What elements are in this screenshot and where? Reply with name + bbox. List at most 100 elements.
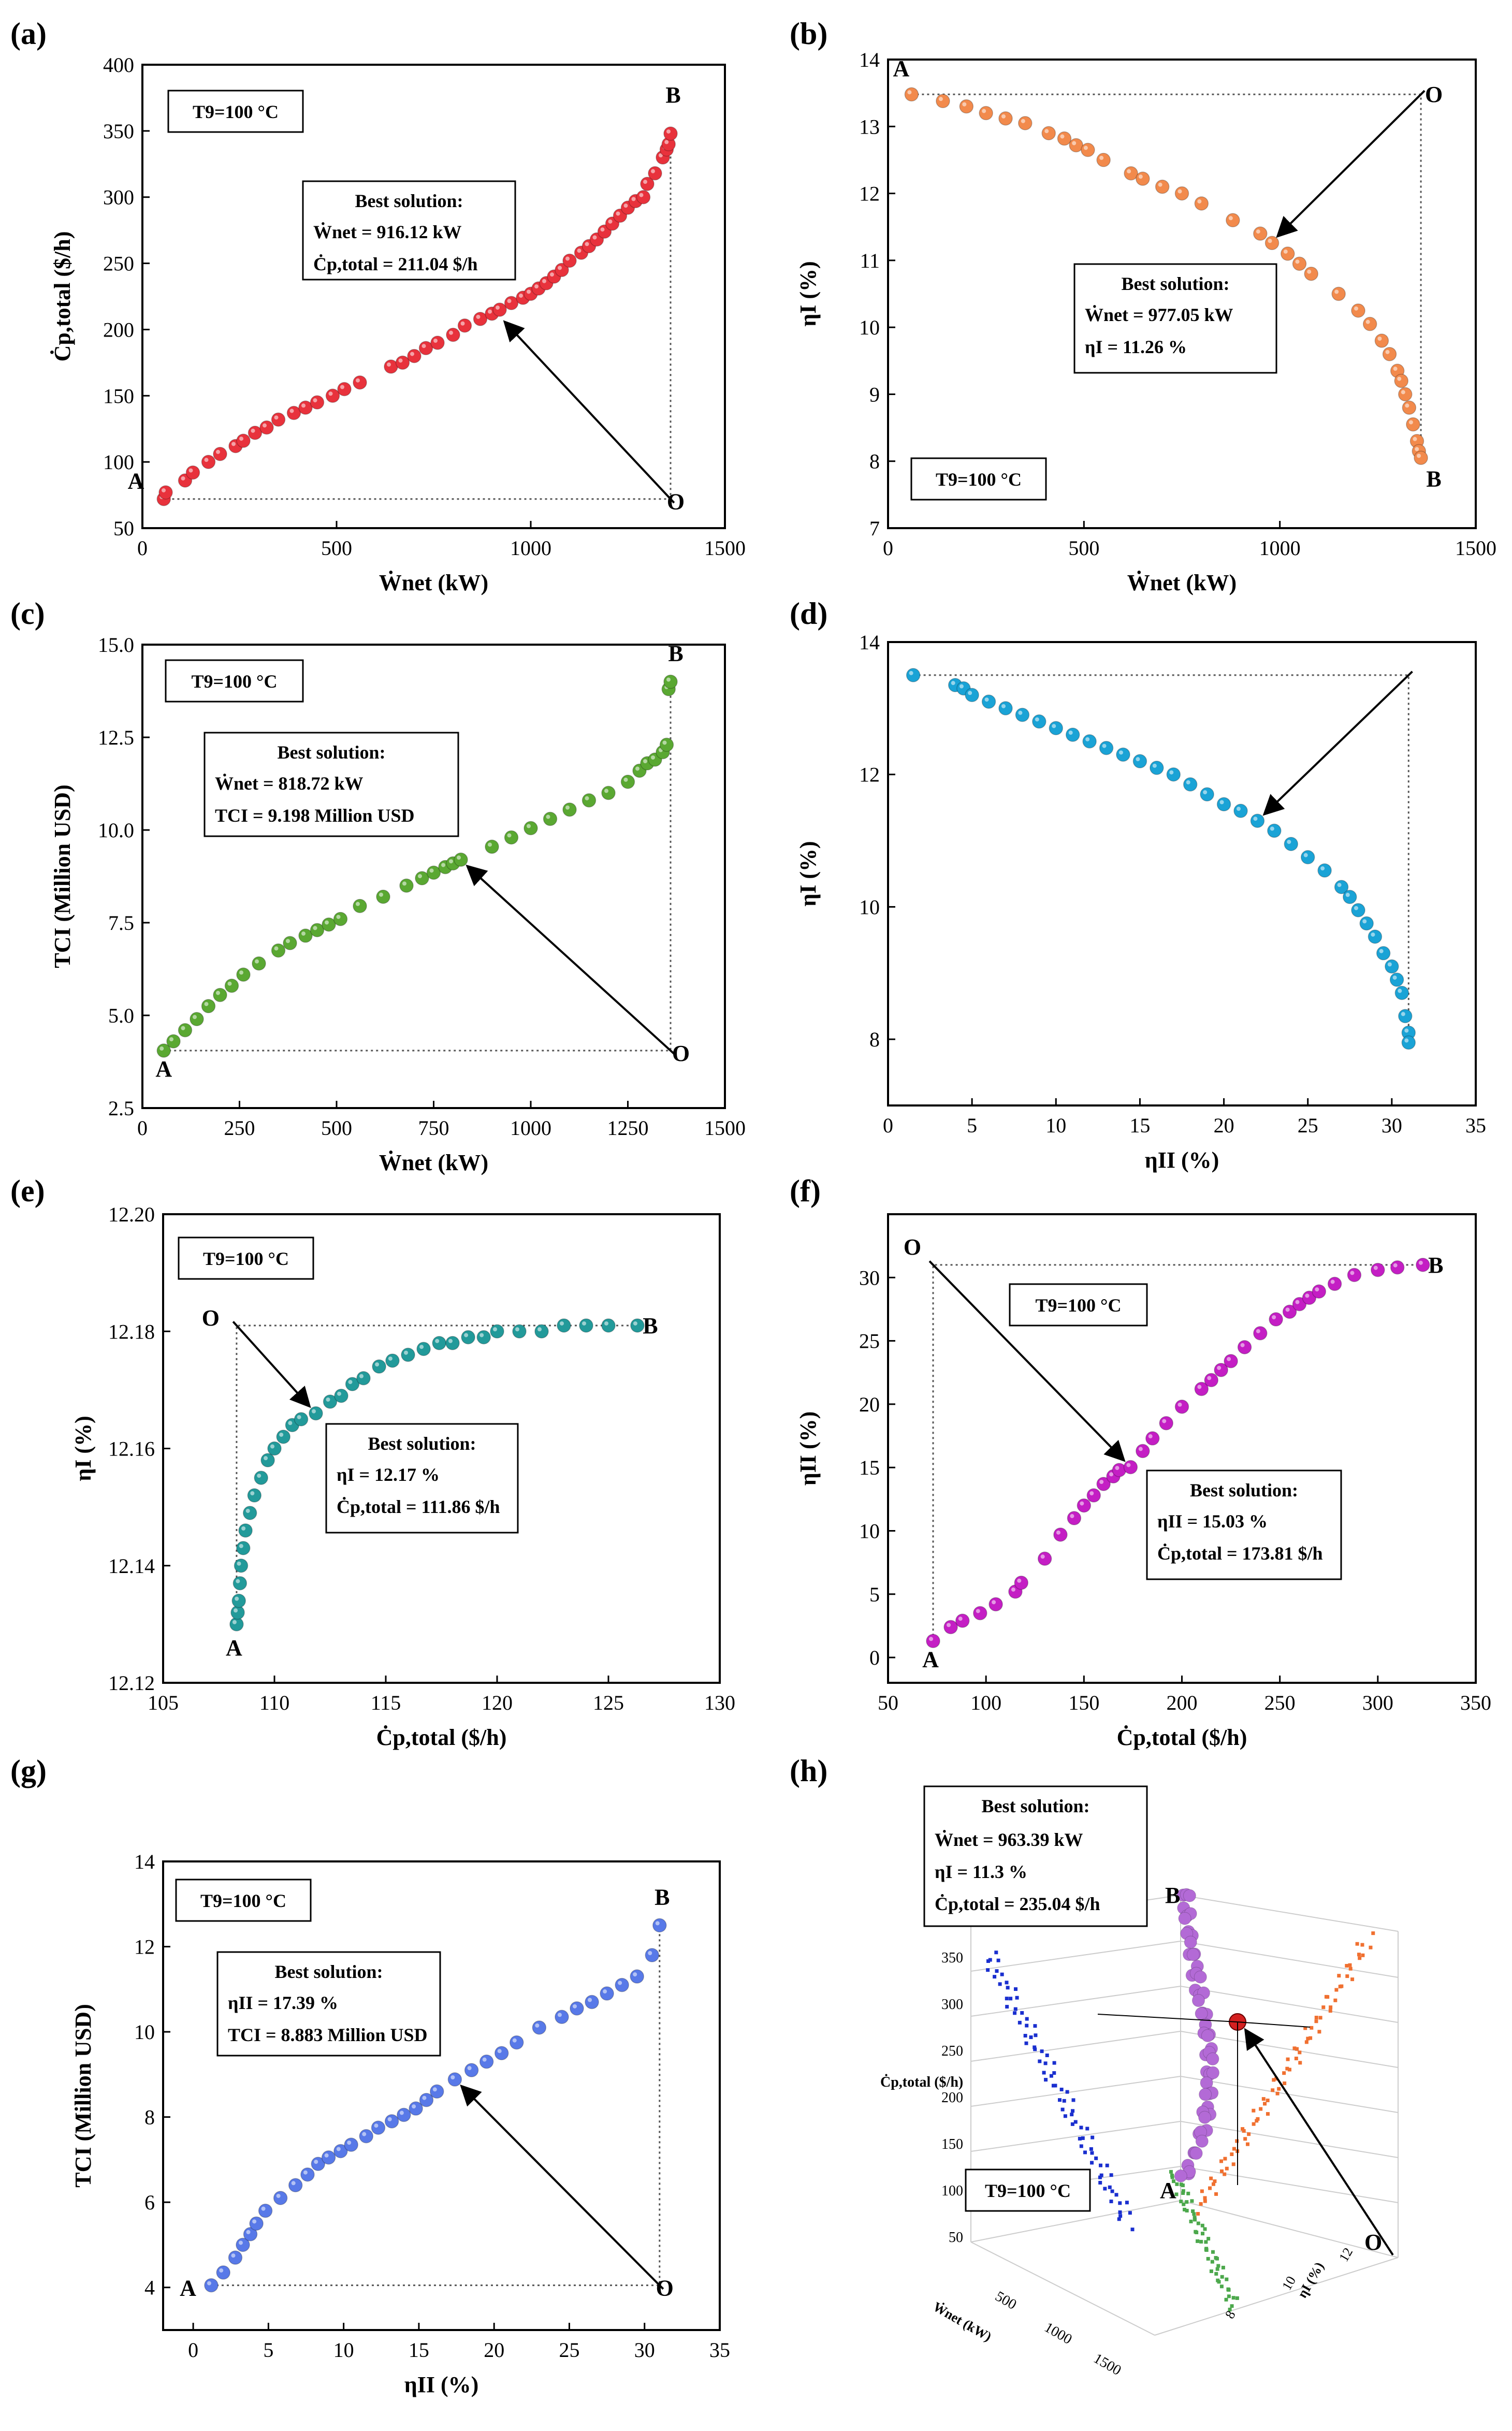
panel-label: (f) xyxy=(790,1174,821,1208)
projection-point-wnet-cost xyxy=(995,1969,999,1973)
projection-point-wnet-cost xyxy=(1114,2193,1118,2197)
data-point-highlight xyxy=(347,2141,352,2145)
projection-point-eta-cost xyxy=(1306,2036,1310,2041)
data-point xyxy=(585,1995,599,2010)
projection-point-eta-cost xyxy=(1283,2081,1287,2086)
projection-point-wnet-cost xyxy=(1017,2020,1022,2025)
data-point-highlight xyxy=(460,321,465,326)
y-tick-label: 300 xyxy=(103,186,134,209)
projection-point-wnet-eta xyxy=(1227,2288,1231,2292)
x-tick-label: 25 xyxy=(559,2338,579,2362)
projection-point-wnet-cost xyxy=(1125,2201,1129,2205)
y-tick-label: 15.0 xyxy=(98,633,134,657)
projection-point-wnet-cost xyxy=(1063,2114,1067,2118)
wall-gridline xyxy=(1180,2076,1399,2113)
projection-point-wnet-cost xyxy=(1094,2156,1098,2160)
data-point-highlight xyxy=(493,1327,497,1332)
best-solution-line: Ċp,total = 211.04 $/h xyxy=(313,254,478,274)
projection-point-wnet-cost xyxy=(1089,2147,1093,2151)
data-point-highlight xyxy=(1158,182,1162,187)
data-point-highlight xyxy=(313,926,317,930)
projection-point-wnet-cost xyxy=(1053,2084,1057,2088)
y-tick-label: 12 xyxy=(859,182,880,206)
panel-label: (g) xyxy=(10,1754,47,1788)
data-point-highlight xyxy=(263,423,267,428)
data-point xyxy=(1300,850,1315,865)
data-point xyxy=(1389,972,1404,987)
data-point-highlight xyxy=(968,691,972,695)
data-point-highlight xyxy=(301,931,306,936)
y-tick-label: 5 xyxy=(869,1583,880,1606)
projection-point-wnet-cost xyxy=(986,1968,990,1972)
projection-point-wnet-cost xyxy=(1118,2201,1122,2205)
data-point-highlight xyxy=(227,981,232,986)
projection-point-wnet-eta xyxy=(1227,2294,1231,2298)
y-tick-label: 10 xyxy=(859,1519,880,1542)
projection-point-wnet-cost xyxy=(1109,2200,1113,2204)
point-label-o: O xyxy=(904,1234,921,1260)
data-point-highlight xyxy=(592,235,597,240)
projection-point-wnet-eta xyxy=(1181,2191,1185,2195)
panel-label: (b) xyxy=(790,17,827,51)
data-point-highlight xyxy=(1295,1300,1300,1304)
data-point-highlight xyxy=(1001,114,1006,119)
y-tick-label: 12 xyxy=(859,763,880,787)
projection-point-wnet-cost xyxy=(1044,2078,1048,2082)
x-axis-label: Ẇnet (kW) xyxy=(379,1150,488,1175)
y-tick-label: 200 xyxy=(103,318,134,341)
chart-panel-3: (d) 0 5 10 15 20 25 30 35 8 10 12 14 ηII (%) ηI (%) xyxy=(790,596,1486,1173)
data-point-highlight xyxy=(635,766,639,771)
y-tick-label: 7.5 xyxy=(108,911,134,935)
projection-point-eta-cost xyxy=(1225,2166,1229,2171)
projection-point-wnet-cost xyxy=(1099,2163,1103,2167)
data-point-highlight xyxy=(1337,883,1342,887)
data-point-highlight xyxy=(326,1398,330,1402)
data-point-highlight xyxy=(1285,1307,1290,1312)
data-point xyxy=(432,1336,446,1350)
data-point xyxy=(224,978,239,993)
projection-point-wnet-cost xyxy=(1071,2109,1075,2113)
point-label-o: O xyxy=(672,1041,690,1066)
projection-point-eta-cost xyxy=(1282,2071,1286,2075)
panel-label: (d) xyxy=(790,596,827,631)
data-point-3d xyxy=(1184,1935,1197,1949)
data-point xyxy=(446,327,460,342)
data-point-highlight xyxy=(959,684,964,689)
point-label-o: O xyxy=(1425,82,1443,107)
best-solution-arrow xyxy=(466,864,675,1055)
data-point-highlight xyxy=(1072,141,1077,145)
data-point xyxy=(943,1620,958,1635)
projection-point-eta-cost xyxy=(1242,2129,1246,2133)
data-point-highlight xyxy=(1017,1578,1022,1583)
best-solution-box xyxy=(325,1423,519,1534)
data-point xyxy=(1385,959,1399,974)
data-point xyxy=(457,318,472,333)
projection-point-eta-cost xyxy=(1223,2172,1227,2176)
data-point xyxy=(1099,740,1114,755)
projection-point-eta-cost xyxy=(1314,2016,1318,2020)
data-point-highlight xyxy=(604,1321,608,1326)
data-point xyxy=(485,839,499,854)
data-point xyxy=(1304,266,1318,281)
projection-point-wnet-eta xyxy=(1214,2272,1218,2276)
projection-point-wnet-eta xyxy=(1209,2269,1213,2273)
data-point-highlight xyxy=(379,892,383,897)
y-tick-label: 400 xyxy=(103,53,134,77)
data-point-highlight xyxy=(488,842,492,847)
data-point-highlight xyxy=(662,740,667,745)
x-tick-label: 0 xyxy=(137,536,148,560)
y-tick-label: 12.18 xyxy=(108,1320,155,1343)
data-point xyxy=(190,1012,204,1026)
data-point xyxy=(1096,153,1111,167)
projection-point-wnet-cost xyxy=(1014,1987,1018,1991)
chart-panel-1: (b) 0 500 1000 1500 7 8 9 10 11 12 13 14 Ẇnet (kW) ηI … xyxy=(790,17,1496,595)
projection-point-wnet-eta xyxy=(1203,2227,1207,2231)
data-point xyxy=(1359,916,1374,931)
data-point xyxy=(926,1634,940,1649)
data-point xyxy=(1351,303,1365,318)
data-point-highlight xyxy=(527,289,531,294)
data-point-highlight xyxy=(181,476,185,481)
projection-point-wnet-eta xyxy=(1181,2189,1185,2193)
wall-gridline xyxy=(1180,1941,1399,1978)
projection-point-eta-cost xyxy=(1275,2091,1280,2095)
